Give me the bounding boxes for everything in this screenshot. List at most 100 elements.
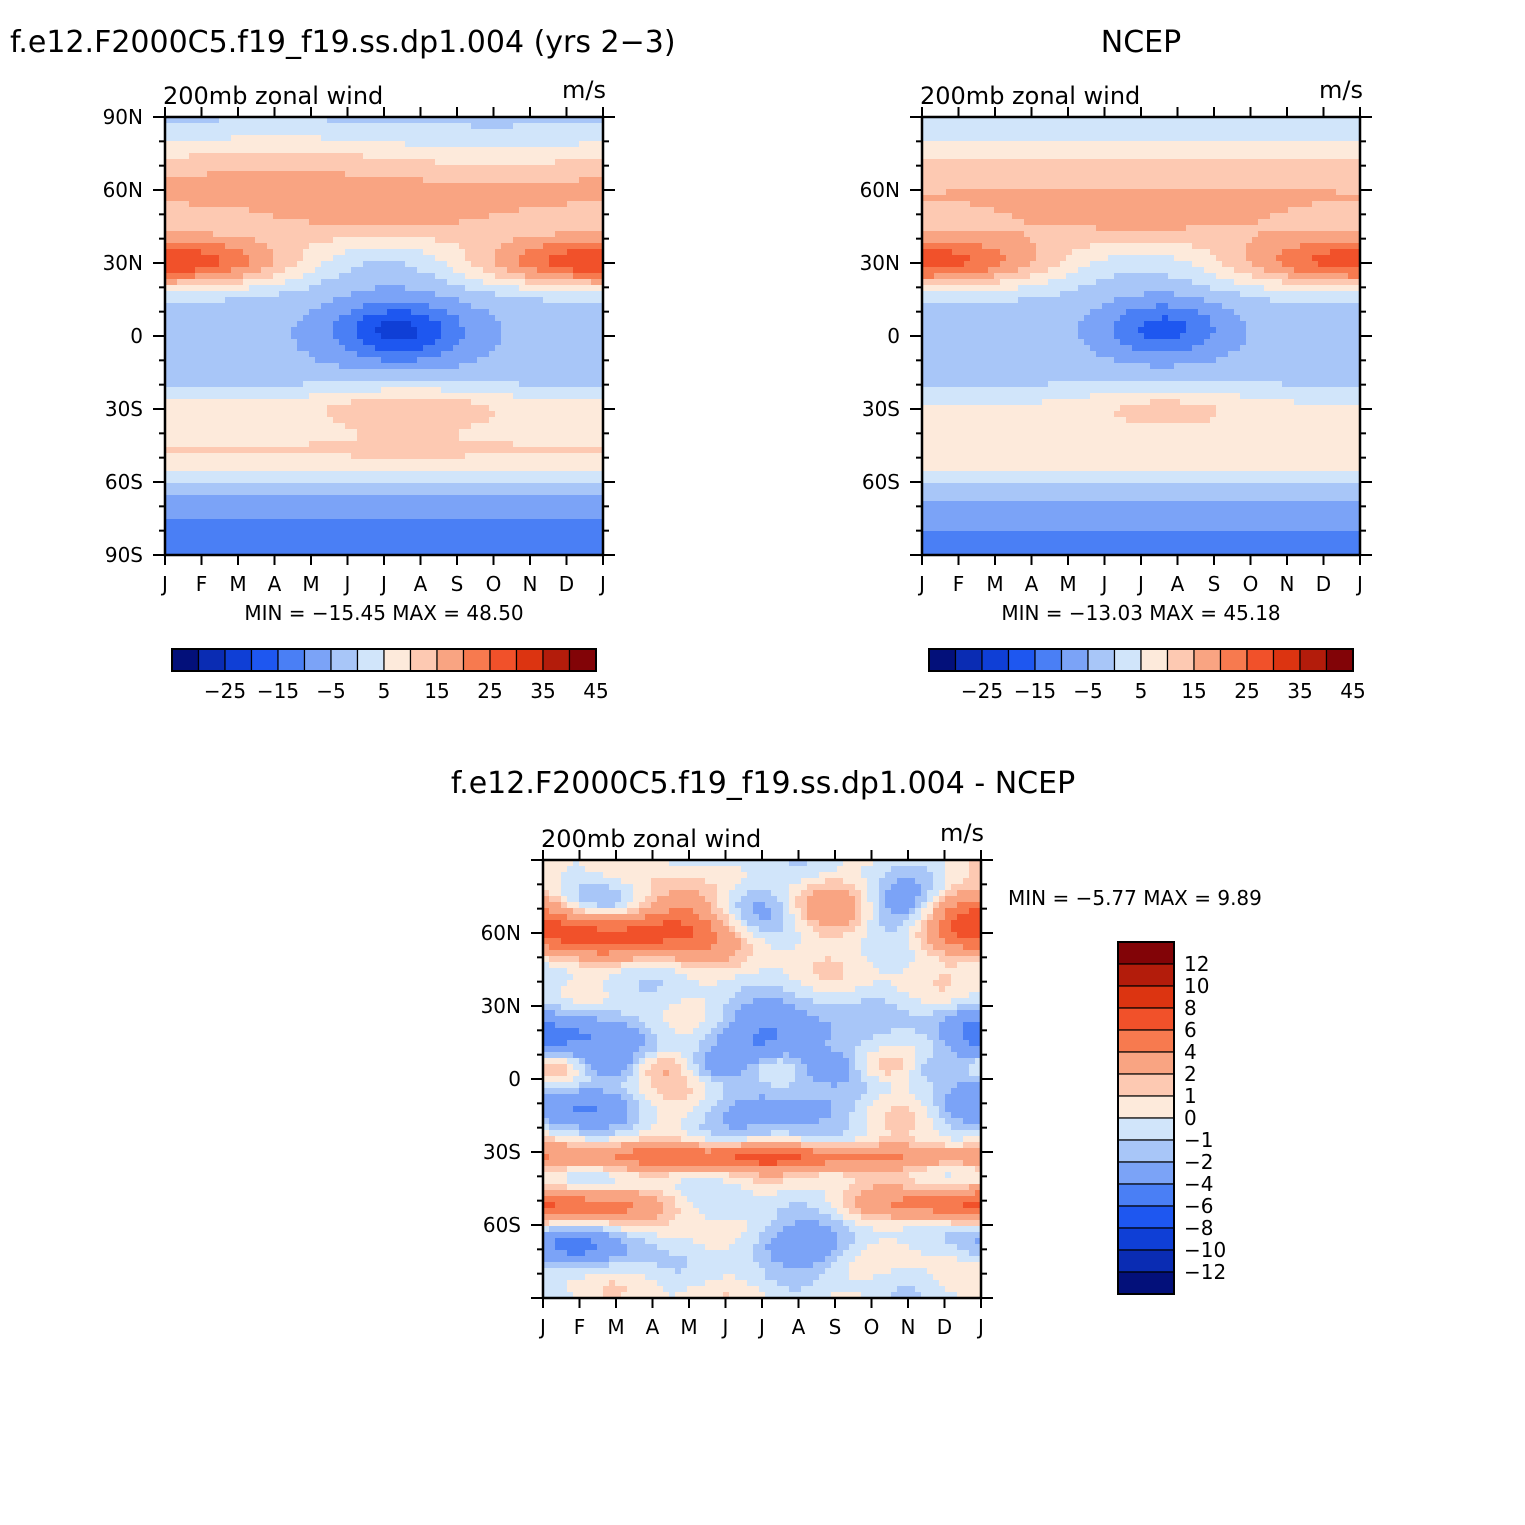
contour-cell	[543, 321, 550, 328]
contour-cell	[429, 171, 436, 178]
contour-cell	[219, 387, 226, 394]
contour-cell	[237, 477, 244, 484]
contour-cell	[585, 291, 592, 298]
contour-cell	[387, 333, 394, 340]
contour-cell	[243, 333, 250, 340]
contour-cell	[243, 435, 250, 442]
contour-cell	[483, 453, 490, 460]
contour-cell	[459, 333, 466, 340]
contour-cell	[165, 411, 172, 418]
contour-cell	[165, 381, 172, 388]
contour-cell	[381, 303, 388, 310]
contour-cell	[201, 267, 208, 274]
contour-cell	[237, 471, 244, 478]
contour-cell	[453, 135, 460, 142]
contour-cell	[387, 177, 394, 184]
contour-cell	[195, 129, 202, 136]
contour-cell	[471, 477, 478, 484]
contour-cell	[177, 225, 184, 232]
contour-cell	[327, 351, 334, 358]
contour-cell	[453, 375, 460, 382]
contour-cell	[255, 393, 262, 400]
contour-cell	[489, 195, 496, 202]
contour-cell	[207, 171, 214, 178]
contour-cell	[537, 483, 544, 490]
contour-cell	[501, 357, 508, 364]
contour-cell	[177, 189, 184, 196]
contour-cell	[453, 291, 460, 298]
contour-cell	[423, 297, 430, 304]
contour-cell	[513, 477, 520, 484]
contour-cell	[399, 225, 406, 232]
contour-cell	[363, 513, 370, 520]
contour-cell	[165, 267, 172, 274]
contour-cell	[459, 291, 466, 298]
contour-cell	[483, 219, 490, 226]
contour-cell	[273, 369, 280, 376]
contour-cell	[459, 279, 466, 286]
contour-cell	[375, 231, 382, 238]
contour-cell	[291, 147, 298, 154]
contour-cell	[501, 459, 508, 466]
contour-cell	[213, 333, 220, 340]
contour-cell	[195, 363, 202, 370]
contour-cell	[297, 207, 304, 214]
contour-cell	[513, 447, 520, 454]
contour-cell	[579, 195, 586, 202]
contour-cell	[555, 507, 562, 514]
contour-cell	[549, 513, 556, 520]
contour-cell	[489, 429, 496, 436]
contour-cell	[597, 501, 603, 508]
contour-cell	[477, 501, 484, 508]
contour-cell	[327, 165, 334, 172]
contour-cell	[321, 321, 328, 328]
contour-cell	[249, 219, 256, 226]
contour-cell	[579, 303, 586, 310]
contour-cell	[285, 513, 292, 520]
contour-cell	[333, 411, 340, 418]
contour-cell	[501, 309, 508, 316]
contour-cell	[369, 405, 376, 412]
contour-cell	[285, 279, 292, 286]
contour-cell	[171, 375, 178, 382]
contour-cell	[489, 279, 496, 286]
contour-cell	[213, 471, 220, 478]
contour-cell	[411, 165, 418, 172]
contour-cell	[489, 357, 496, 364]
contour-cell	[549, 507, 556, 514]
contour-cell	[531, 189, 538, 196]
contour-cell	[243, 339, 250, 346]
contour-cell	[597, 357, 603, 364]
contour-cell	[447, 513, 454, 520]
contour-cell	[417, 447, 424, 454]
contour-cell	[525, 357, 532, 364]
contour-cell	[177, 153, 184, 160]
contour-cell	[429, 453, 436, 460]
contour-cell	[237, 405, 244, 412]
contour-cell	[279, 381, 286, 388]
contour-cell	[303, 141, 310, 148]
contour-cell	[285, 339, 292, 346]
contour-cell	[285, 495, 292, 502]
contour-cell	[249, 525, 256, 532]
contour-cell	[495, 405, 502, 412]
contour-cell	[477, 453, 484, 460]
contour-cell	[171, 279, 178, 286]
contour-cell	[207, 147, 214, 154]
contour-cell	[399, 435, 406, 442]
contour-cell	[351, 303, 358, 310]
contour-cell	[591, 345, 598, 352]
contour-cell	[249, 213, 256, 220]
contour-cell	[249, 315, 256, 322]
contour-cell	[549, 345, 556, 352]
contour-cell	[537, 117, 544, 124]
contour-cell	[183, 237, 190, 244]
contour-cell	[363, 261, 370, 268]
contour-cell	[387, 171, 394, 178]
contour-cell	[213, 303, 220, 310]
contour-cell	[519, 375, 526, 382]
contour-cell	[243, 411, 250, 418]
contour-cell	[321, 429, 328, 436]
contour-cell	[243, 267, 250, 274]
contour-cell	[231, 321, 238, 328]
